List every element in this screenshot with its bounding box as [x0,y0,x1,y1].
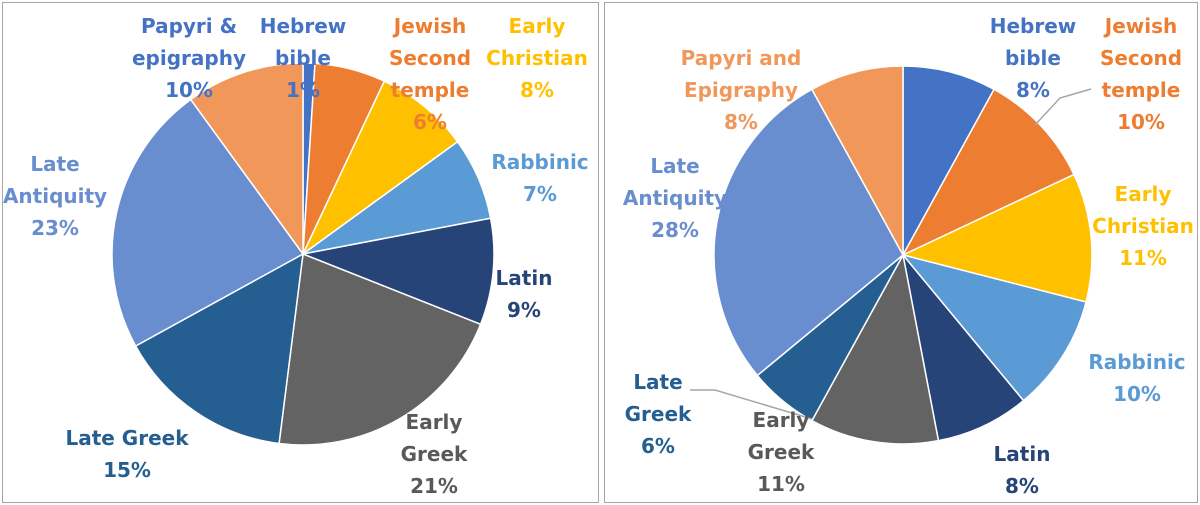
left-label-value-papyri-and-epigraphy: 10% [165,78,213,102]
left-label-late-greek: Late Greek 15% [65,426,189,482]
right-slice-early-christian [900,173,1093,303]
left-label-hebrew-bible: Hebrew bible 1% [260,14,347,102]
right-label-value-late-antiquity: 28% [651,218,699,242]
left-label-value-late-antiquity: 23% [31,216,79,240]
left-slice-early-christian [302,80,459,255]
left-label-value-rabbinic: 7% [523,182,557,206]
left-label-name-early-greek: Early Greek [401,410,468,466]
right-label-name-jewish-second-temple: Jewish Second temple [1100,14,1182,102]
left-label-name-early-christian: Early Christian [486,14,588,70]
right-label-name-papyri-and-epigraphy: Papyri and Epigraphy [681,46,802,102]
right-slice-latin [902,254,1025,442]
left-label-value-early-christian: 8% [520,78,554,102]
right-label-rabbinic: Rabbinic 10% [1088,350,1185,406]
right-label-late-greek: Late Greek 6% [625,370,692,458]
right-label-late-antiquity: Late Antiquity 28% [623,154,727,242]
left-slice-late-greek [134,252,304,445]
right-label-value-latin: 8% [1005,474,1039,498]
right-label-name-late-antiquity: Late Antiquity [623,154,727,210]
right-label-value-late-greek: 6% [641,434,675,458]
right-slice-rabbinic [900,253,1087,402]
right-label-name-latin: Latin [994,442,1051,466]
left-label-name-latin: Latin [496,266,553,290]
left-label-value-latin: 9% [507,298,541,322]
left-label-name-hebrew-bible: Hebrew bible [260,14,347,70]
right-label-name-early-greek: Early Greek [748,408,815,464]
left-label-early-greek: Early Greek 21% [401,410,468,498]
left-slice-latin [300,217,495,326]
left-label-name-rabbinic: Rabbinic [491,150,588,174]
right-label-value-jewish-second-temple: 10% [1117,110,1165,134]
right-slice-late-antiquity [713,88,904,377]
right-chart-panel: Hebrew bible 8% Jewish Second temple 10% Early C… [604,2,1198,503]
left-label-name-papyri-and-epigraphy: Papyri & epigraphy [132,14,246,70]
left-label-early-christian: Early Christian 8% [486,14,588,102]
right-leader-line-jewish-second-temple [1034,88,1092,126]
left-label-value-late-greek: 15% [103,458,151,482]
right-slices [713,65,1093,445]
right-label-value-early-christian: 11% [1119,246,1167,270]
right-label-value-early-greek: 11% [757,472,805,496]
right-label-name-rabbinic: Rabbinic [1088,350,1185,374]
left-label-value-jewish-second-temple: 6% [413,110,447,134]
right-label-papyri-and-epigraphy: Papyri and Epigraphy 8% [681,46,802,134]
right-slice-hebrew-bible [902,65,996,256]
pie-chart-right: Hebrew bible 8% Jewish Second temple 10% Early C… [623,14,1194,498]
left-slices [111,62,495,446]
left-label-name-late-greek: Late Greek [65,426,189,450]
left-slice-early-greek [278,252,482,446]
left-label-rabbinic: Rabbinic 7% [491,150,588,206]
right-label-latin: Latin 8% [994,442,1051,498]
pie-chart-left: Hebrew bible 1% Jewish Second temple 6% Early Ch… [3,14,589,498]
left-label-late-antiquity: Late Antiquity 23% [3,152,107,240]
right-label-value-papyri-and-epigraphy: 8% [724,110,758,134]
left-label-latin: Latin 9% [496,266,553,322]
left-label-name-jewish-second-temple: Jewish Second temple [389,14,471,102]
right-label-name-hebrew-bible: Hebrew bible [990,14,1077,70]
left-label-value-hebrew-bible: 1% [286,78,320,102]
right-slice-papyri-and-epigraphy [810,65,904,256]
right-label-name-late-greek: Late Greek [625,370,692,426]
right-slice-jewish-second-temple [901,88,1076,257]
right-label-jewish-second-temple: Jewish Second temple 10% [1100,14,1182,134]
left-label-name-late-antiquity: Late Antiquity [3,152,107,208]
left-slice-papyri-and-epigraphy [189,62,304,257]
right-label-value-rabbinic: 10% [1113,382,1161,406]
left-label-value-early-greek: 21% [410,474,458,498]
right-label-early-greek: Early Greek 11% [748,408,815,496]
left-label-jewish-second-temple: Jewish Second temple 6% [389,14,471,134]
left-label-papyri-and-epigraphy: Papyri & epigraphy 10% [132,14,246,102]
left-chart-panel: Hebrew bible 1% Jewish Second temple 6% Early Ch… [2,2,599,503]
right-slice-early-greek [810,252,940,445]
right-label-value-hebrew-bible: 8% [1016,78,1050,102]
right-leader-line-late-greek [690,389,813,420]
left-slice-late-antiquity [111,98,305,348]
right-label-hebrew-bible: Hebrew bible 8% [990,14,1077,102]
right-label-early-christian: Early Christian 11% [1092,182,1194,270]
right-label-name-early-christian: Early Christian [1092,182,1194,238]
